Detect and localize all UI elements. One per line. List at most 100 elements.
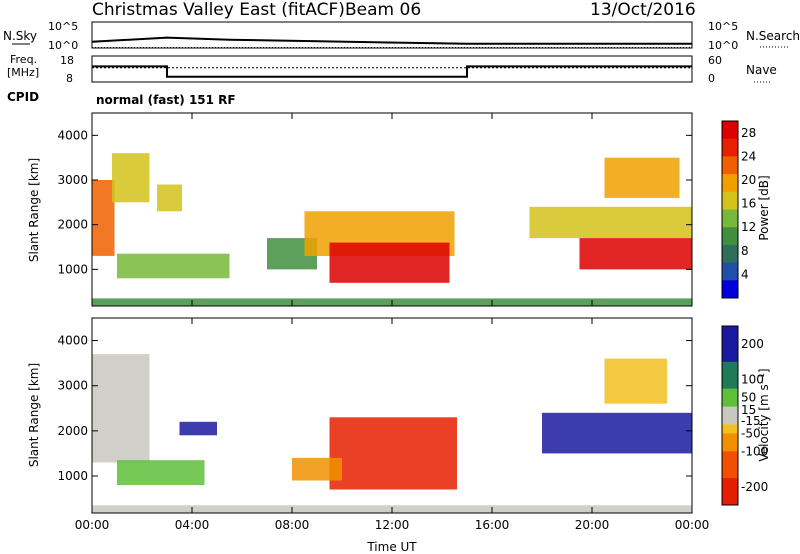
power-colorbar-band-15 — [722, 253, 738, 264]
power-colorbar-band-3 — [722, 147, 738, 157]
figure-title: Christmas Valley East (fitACF) — [92, 0, 345, 20]
noise-tick-right-top: 10^5 — [708, 20, 738, 33]
power-ylabel: Slant Range [km] — [27, 158, 41, 262]
velocity-ylabel: Slant Range [km] — [27, 363, 41, 467]
cpid-label: CPID — [7, 90, 39, 104]
power-colorbar-band-17 — [722, 271, 738, 281]
velocity-xtick-label-2: 08:00 — [275, 518, 310, 532]
velocity-xtick-label-3: 12:00 — [375, 518, 410, 532]
power-colorbar-tick-5: 24 — [741, 149, 756, 163]
velocity-colorbar-tick-5: -50 — [741, 426, 761, 440]
velocity-xlabel: Time UT — [366, 540, 417, 554]
velocity-colorbar-tick-4: -15 — [741, 414, 761, 428]
velocity-colorbar-band-11 — [722, 424, 738, 434]
power-data-regions — [92, 153, 692, 306]
power-region-2 — [117, 253, 230, 279]
velocity-colorbar-band-9 — [722, 406, 738, 416]
nave-tick-top: 60 — [708, 54, 722, 67]
velocity-ytick-label-3: 4000 — [57, 334, 88, 348]
nave-tick-bottom: 0 — [708, 72, 715, 85]
power-x-ticks — [91, 113, 693, 306]
nsky-label: N.Sky — [3, 29, 37, 43]
velocity-colorbar-band-15 — [722, 460, 738, 470]
velocity-colorbar-band-10 — [722, 415, 738, 425]
power-region-3 — [157, 184, 182, 212]
power-colorbar-band-5 — [722, 165, 738, 175]
power-region-0 — [92, 180, 115, 256]
noise-panel: N.Sky 10^5 10^0 10^5 10^0 N.Search — [3, 20, 800, 52]
velocity-colorbar-frame — [721, 325, 739, 506]
beam-label: Beam 06 — [345, 0, 421, 20]
power-colorbar-band-18 — [722, 280, 738, 290]
velocity-colorbar-band-1 — [722, 334, 738, 345]
noise-tick-left-bottom: 10^0 — [48, 39, 78, 52]
freq-tick-top: 18 — [60, 54, 74, 67]
velocity-colorbar-band-14 — [722, 451, 738, 461]
velocity-colorbar-band-19 — [722, 496, 738, 506]
power-colorbar-tick-2: 12 — [741, 220, 756, 234]
power-ytick-label-0: 1000 — [57, 262, 88, 276]
power-region-7 — [529, 206, 692, 239]
freq-panel: Freq. [MHz] 18 8 60 0 Nave — [7, 53, 777, 85]
power-colorbar-tick-4: 20 — [741, 173, 756, 187]
power-colorbar-band-14 — [722, 244, 738, 255]
velocity-colorbar-tick-1: 100 — [741, 373, 764, 387]
velocity-ytick-label-0: 1000 — [57, 469, 88, 483]
power-colorbar-tick-1: 8 — [741, 244, 749, 258]
velocity-xtick-label-4: 16:00 — [475, 518, 510, 532]
velocity-colorbar-tick-7: -200 — [741, 480, 768, 494]
power-colorbar-tick-0: 4 — [741, 267, 749, 281]
freq-series-line — [92, 65, 692, 78]
freq-panel-frame — [91, 55, 693, 83]
velocity-xtick-label-0: 00:00 — [75, 518, 110, 532]
velocity-colorbar-band-13 — [722, 442, 738, 452]
power-colorbar-band-4 — [722, 156, 738, 166]
velocity-colorbar-band-12 — [722, 433, 738, 443]
power-colorbar-frame — [721, 120, 739, 299]
velocity-data-regions — [92, 354, 692, 513]
velocity-xtick-label-6: 00:00 — [675, 518, 710, 532]
power-colorbar-band-10 — [722, 209, 738, 219]
velocity-colorbar-label: Velocity [m s⁻¹] — [757, 368, 771, 461]
power-ytick-label-3: 4000 — [57, 128, 88, 142]
power-colorbar-band-1 — [722, 129, 738, 140]
freq-label-line2: [MHz] — [7, 66, 39, 79]
power-colorbar-band-0 — [722, 121, 738, 131]
velocity-colorbar-band-5 — [722, 370, 738, 381]
power-region-1 — [112, 153, 150, 203]
velocity-colorbar-band-2 — [722, 343, 738, 354]
velocity-region-2 — [179, 421, 217, 436]
power-region-6 — [329, 242, 450, 283]
velocity-region-5 — [542, 412, 692, 454]
nsky-series-line — [91, 36, 692, 45]
velocity-y-ticks: 1000 2000 3000 4000 — [57, 334, 692, 483]
velocity-colorbar-tick-3: 15 — [741, 403, 756, 417]
nave-label: Nave — [746, 63, 777, 77]
power-region-8 — [579, 238, 692, 270]
power-colorbar-band-16 — [722, 262, 738, 272]
velocity-ytick-label-2: 3000 — [57, 379, 88, 393]
velocity-colorbar-band-16 — [722, 469, 738, 479]
velocity-colorbar-band-17 — [722, 478, 738, 488]
velocity-colorbar-band-6 — [722, 379, 738, 390]
power-ytick-label-1: 2000 — [57, 218, 88, 232]
noise-tick-left-top: 10^5 — [48, 20, 78, 33]
power-y-ticks: 1000 2000 3000 4000 — [57, 128, 692, 276]
power-colorbar: 4 8 12 16 20 24 28 — [721, 120, 756, 299]
power-colorbar-band-7 — [722, 182, 738, 193]
power-colorbar-tick-3: 16 — [741, 197, 756, 211]
velocity-colorbar-band-0 — [722, 326, 738, 336]
power-ytick-label-2: 3000 — [57, 173, 88, 187]
cpid-text: normal (fast) 151 RF — [96, 93, 236, 107]
noise-tick-right-bottom: 10^0 — [708, 39, 738, 52]
power-colorbar-band-6 — [722, 174, 738, 184]
power-colorbar-tick-6: 28 — [741, 126, 756, 140]
power-panel: 1000 2000 3000 4000 Slant Range [km] 4 8 12 16… — [27, 112, 771, 307]
velocity-panel: 1000 2000 3000 4000 00:00 04:00 08:00 12:00 16:… — [27, 317, 771, 554]
velocity-region-0 — [92, 354, 150, 463]
velocity-region-1 — [117, 460, 205, 485]
velocity-colorbar-tick-2: 50 — [741, 391, 756, 405]
power-colorbar-band-2 — [722, 138, 738, 148]
power-colorbar-label: Power [dB] — [757, 175, 771, 240]
